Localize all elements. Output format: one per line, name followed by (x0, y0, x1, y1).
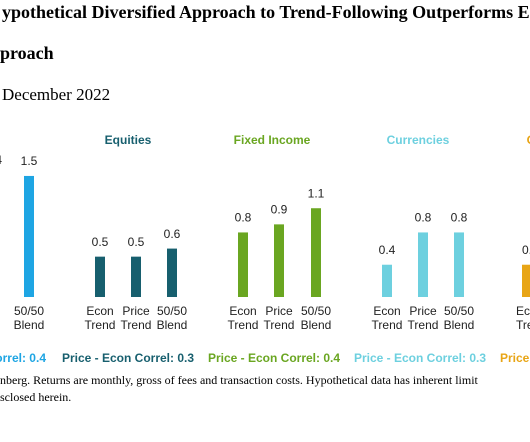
category-label: Blend (444, 318, 475, 332)
footnote: sclosed herein. (0, 390, 71, 404)
category-label: 50/50 (157, 304, 187, 318)
category-label: Econ (373, 304, 400, 318)
value-label: 0.8 (451, 211, 468, 225)
correlation-label: Price (500, 351, 530, 365)
bar (131, 256, 141, 297)
correlation-label: Price - Econ Correl: 0.3 (354, 351, 486, 365)
bar (167, 248, 177, 297)
bar (418, 232, 428, 297)
category-label: 50/50 (301, 304, 331, 318)
value-label: 1.1 (308, 186, 325, 200)
value-label: 0.4 (379, 243, 396, 257)
bar (24, 175, 34, 297)
category-label: Trend (372, 318, 403, 332)
bar (311, 208, 321, 297)
value-label: 0.8 (415, 211, 432, 225)
value-label: 0.9 (271, 203, 288, 217)
bar (95, 256, 105, 297)
subtitle: December 2022 (2, 85, 110, 104)
value-label: 0.5 (128, 235, 145, 249)
bar (238, 232, 248, 297)
value-label: 0.8 (235, 211, 252, 225)
category-label: Econ (229, 304, 256, 318)
category-label: Econ (86, 304, 113, 318)
category-label: Price (409, 304, 437, 318)
category-label: Price (265, 304, 293, 318)
title-line: proach (0, 43, 54, 63)
group-header: Currencies (387, 133, 450, 147)
category-label: Ec (516, 304, 530, 318)
category-label: Trend (408, 318, 439, 332)
category-label: Blend (157, 318, 188, 332)
bar (454, 232, 464, 297)
category-label: Price (122, 304, 150, 318)
category-label: Tre (516, 318, 530, 332)
bar (522, 264, 530, 297)
footnote: nberg. Returns are monthly, gross of fee… (0, 373, 479, 387)
category-label: Blend (14, 318, 45, 332)
value-label: 4 (0, 153, 2, 167)
category-label: Trend (85, 318, 116, 332)
value-label: 1.5 (21, 154, 38, 168)
group-header: C (527, 133, 530, 147)
value-label: 0. (522, 243, 530, 257)
bar (382, 264, 392, 297)
value-label: 0.6 (164, 227, 181, 241)
category-label: 50/50 (14, 304, 44, 318)
category-label: Trend (228, 318, 259, 332)
correlation-label: Price - Econ Correl: 0.3 (62, 351, 194, 365)
category-label: 50/50 (444, 304, 474, 318)
category-label: Blend (301, 318, 332, 332)
category-label: Trend (264, 318, 295, 332)
group-header: Fixed Income (234, 133, 311, 147)
bar (274, 224, 284, 297)
title-line: ypothetical Diversified Approach to Tren… (2, 2, 530, 22)
category-label: Trend (121, 318, 152, 332)
group-header: Equities (105, 133, 152, 147)
correlation-label: orrel: 0.4 (0, 351, 46, 365)
value-label: 0.5 (92, 235, 109, 249)
correlation-label: Price - Econ Correl: 0.4 (208, 351, 340, 365)
